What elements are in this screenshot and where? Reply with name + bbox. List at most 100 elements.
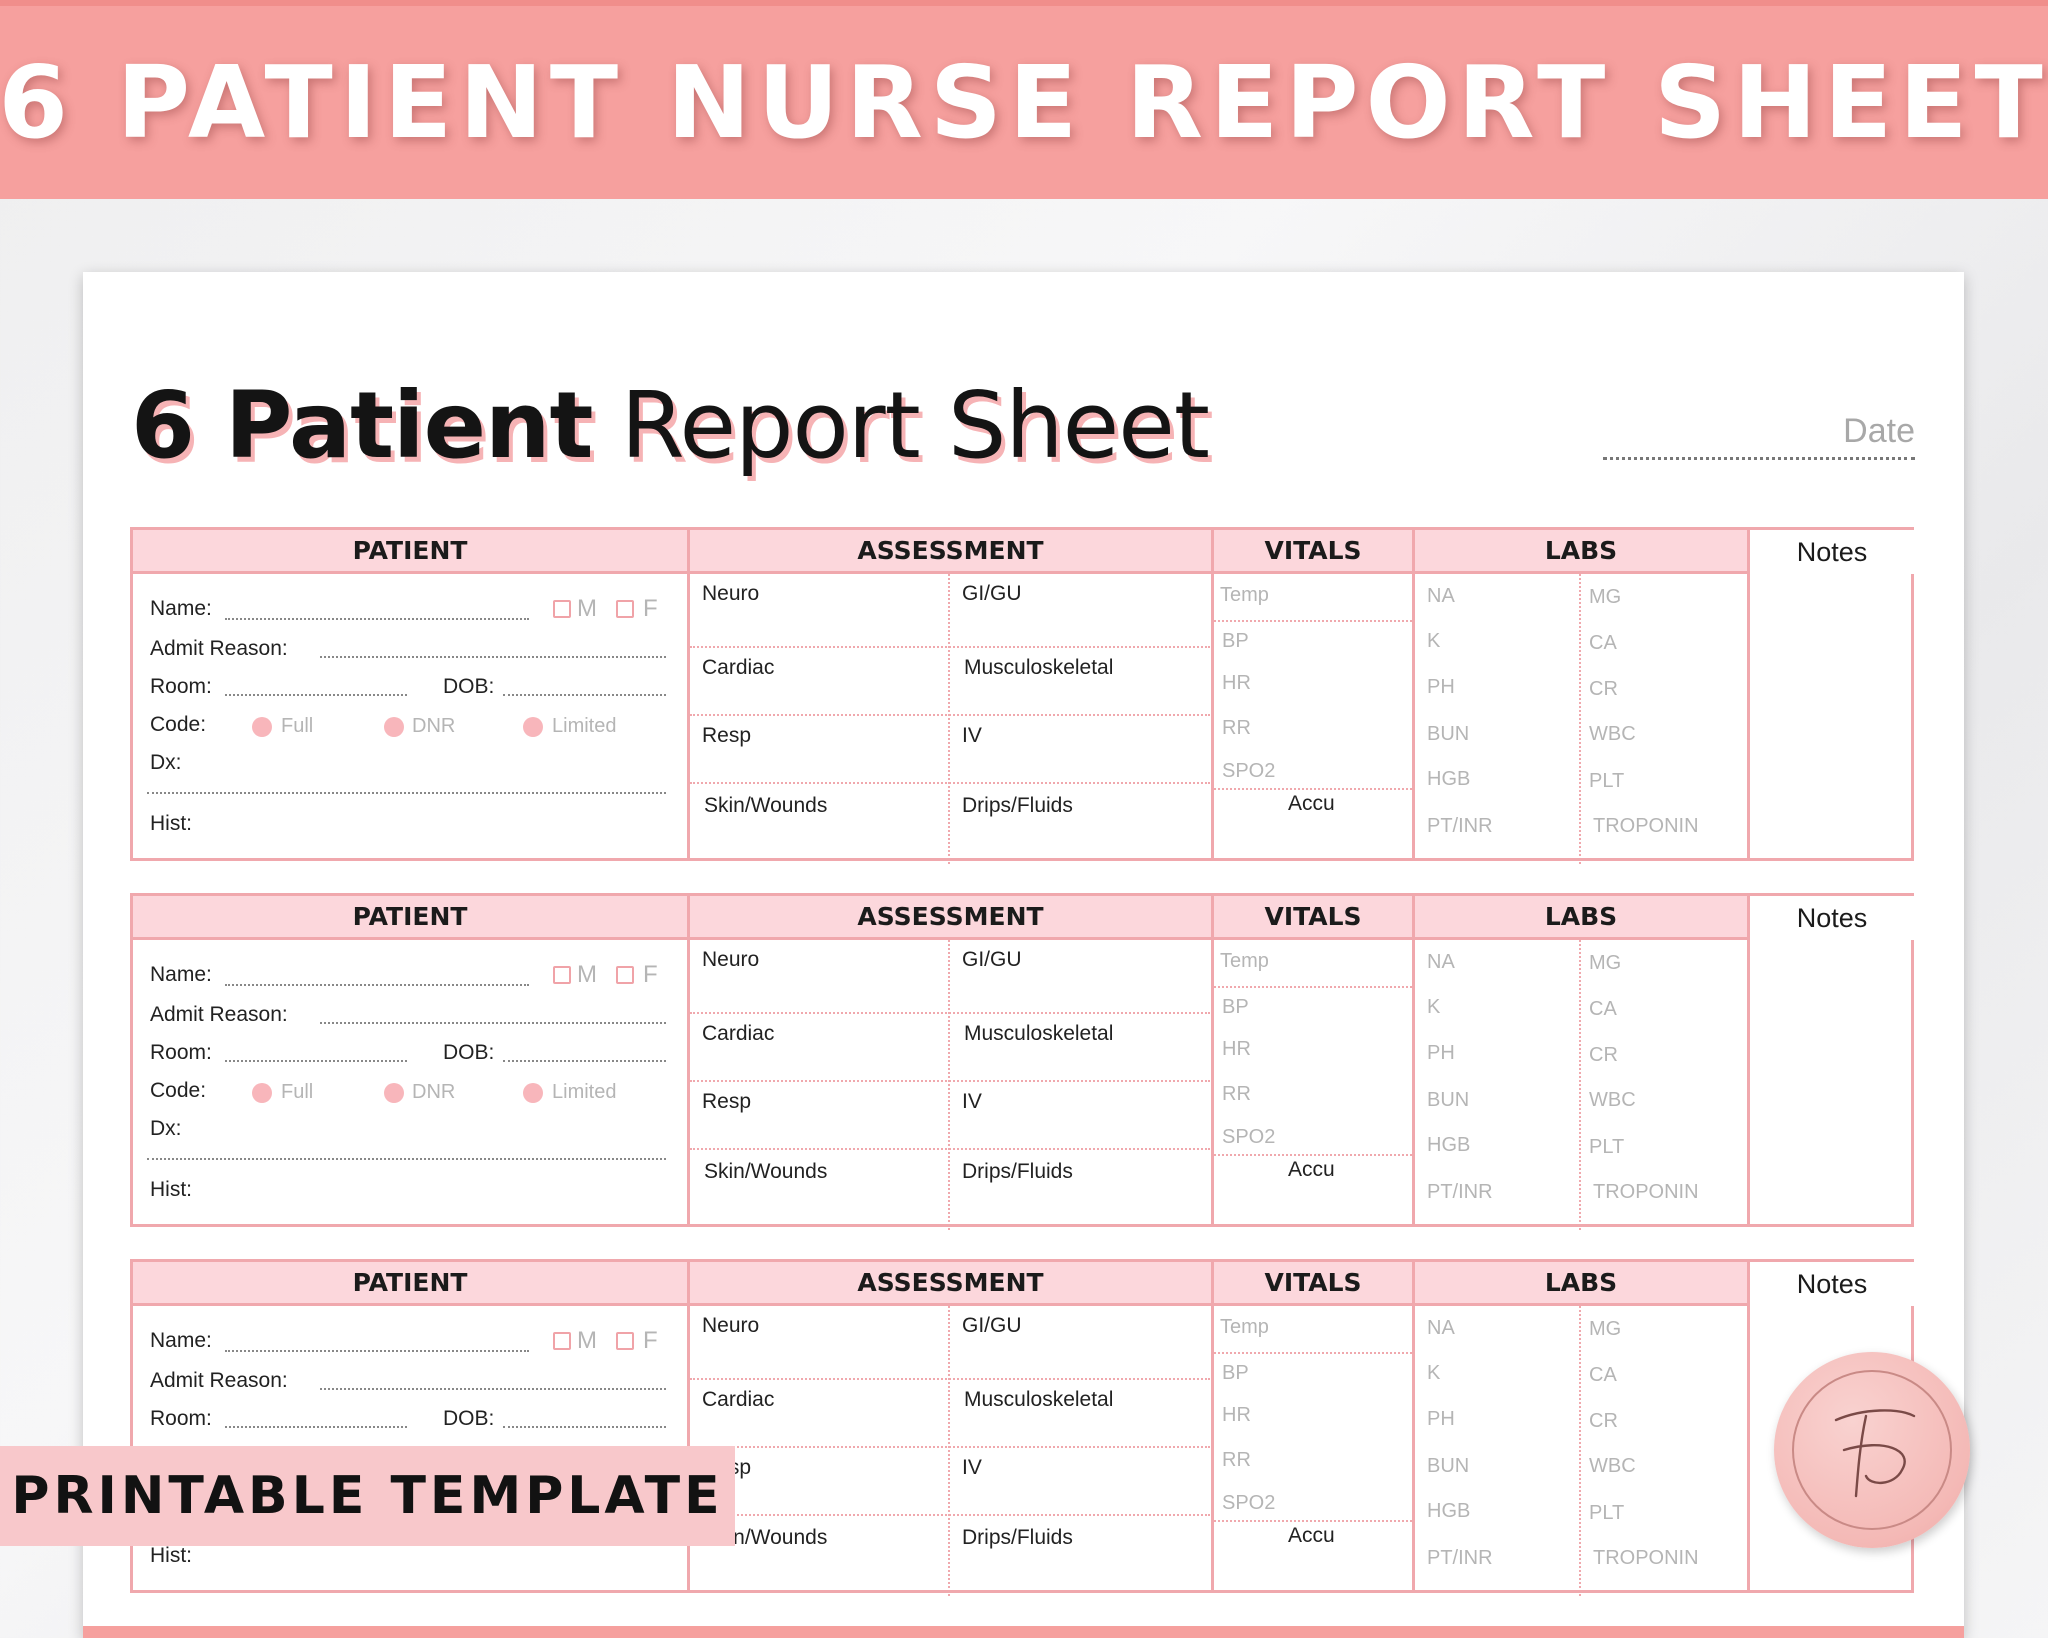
code-label: Code:	[150, 1079, 207, 1102]
title-regular: Report Sheet	[620, 372, 1210, 479]
title-bold: 6 Patient	[131, 372, 593, 479]
assessment-header: ASSESSMENT	[690, 896, 1211, 940]
room-label: Room:	[150, 1407, 212, 1430]
vitals-divider	[1214, 1520, 1412, 1522]
lab-plt: PLT	[1589, 1136, 1625, 1158]
vital-spo2: SPO2	[1222, 1126, 1276, 1148]
brand-seal-logo	[1774, 1352, 1970, 1548]
dx-label: Dx:	[150, 751, 182, 774]
dx-line[interactable]	[147, 1158, 666, 1160]
code-label: Code:	[150, 713, 207, 736]
drips-fluids-label: Drips/Fluids	[962, 794, 1073, 817]
code-dnr-radio[interactable]	[384, 717, 404, 737]
notes-column[interactable]: Notes	[1747, 530, 1914, 858]
lab-pt-inr: PT/INR	[1427, 815, 1493, 837]
lab-ca: CA	[1589, 1364, 1617, 1386]
female-checkbox[interactable]	[616, 966, 634, 984]
musculoskeletal-label: Musculoskeletal	[964, 1388, 1114, 1411]
room-line[interactable]	[225, 1426, 407, 1428]
vital-temp: Temp	[1220, 950, 1269, 972]
vital-rr: RR	[1222, 717, 1251, 739]
dx-line[interactable]	[147, 792, 666, 794]
lab-na: NA	[1427, 1317, 1455, 1339]
room-line[interactable]	[225, 1060, 407, 1062]
lab-pt-inr: PT/INR	[1427, 1181, 1493, 1203]
code-full-radio[interactable]	[252, 717, 272, 737]
dob-line[interactable]	[503, 1426, 666, 1428]
labs-vdivider	[1579, 1306, 1581, 1596]
code-full-radio[interactable]	[252, 1083, 272, 1103]
gigu-label: GI/GU	[962, 948, 1022, 971]
name-line[interactable]	[225, 1350, 529, 1352]
assessment-divider	[690, 1514, 1210, 1516]
hist-label: Hist:	[150, 1544, 192, 1567]
dob-label: DOB:	[443, 1041, 495, 1064]
labs-header: LABS	[1415, 896, 1747, 940]
lab-wbc: WBC	[1589, 1089, 1636, 1111]
labs-header: LABS	[1415, 530, 1747, 574]
admit-reason-line[interactable]	[320, 1022, 666, 1024]
vitals-divider	[1214, 986, 1412, 988]
vitals-header: VITALS	[1214, 1262, 1412, 1306]
vitals-header: VITALS	[1214, 896, 1412, 940]
lab-wbc: WBC	[1589, 723, 1636, 745]
male-label: M	[577, 595, 597, 622]
room-label: Room:	[150, 675, 212, 698]
name-label: Name:	[150, 597, 212, 620]
room-label: Room:	[150, 1041, 212, 1064]
assessment-vdivider	[948, 940, 950, 1230]
vital-accu: Accu	[1288, 1158, 1335, 1181]
assessment-divider	[690, 1378, 1210, 1380]
lab-k: K	[1427, 1362, 1441, 1384]
assessment-divider	[690, 714, 1210, 716]
lab-ca: CA	[1589, 632, 1617, 654]
code-dnr-label: DNR	[412, 1081, 456, 1103]
skin-wounds-label: Skin/Wounds	[704, 794, 828, 817]
printable-template-label: PRINTABLE TEMPLATE	[0, 1446, 735, 1546]
labs-header: LABS	[1415, 1262, 1747, 1306]
patient-header: PATIENT	[133, 530, 687, 574]
assessment-divider	[690, 1148, 1210, 1150]
lab-mg: MG	[1589, 1318, 1622, 1340]
room-line[interactable]	[225, 694, 407, 696]
lab-ph: PH	[1427, 1408, 1455, 1430]
cardiac-label: Cardiac	[702, 1022, 775, 1045]
female-checkbox[interactable]	[616, 1332, 634, 1350]
male-checkbox[interactable]	[553, 966, 571, 984]
dob-line[interactable]	[503, 1060, 666, 1062]
name-line[interactable]	[225, 618, 529, 620]
vitals-divider	[1214, 788, 1412, 790]
code-limited-radio[interactable]	[523, 1083, 543, 1103]
code-limited-radio[interactable]	[523, 717, 543, 737]
name-label: Name:	[150, 1329, 212, 1352]
iv-label: IV	[962, 1456, 982, 1479]
lab-cr: CR	[1589, 1410, 1618, 1432]
vital-spo2: SPO2	[1222, 1492, 1276, 1514]
neuro-label: Neuro	[702, 582, 760, 605]
code-dnr-radio[interactable]	[384, 1083, 404, 1103]
bottom-strip	[83, 1626, 1964, 1638]
dob-line[interactable]	[503, 694, 666, 696]
vital-bp: BP	[1222, 1362, 1249, 1384]
lab-hgb: HGB	[1427, 768, 1471, 790]
lab-na: NA	[1427, 951, 1455, 973]
assessment-header: ASSESSMENT	[690, 530, 1211, 574]
date-field[interactable]: Date	[1603, 412, 1915, 460]
patient-block: PATIENT Name: M F Admit Reason: Room: DO…	[130, 527, 1914, 864]
dob-label: DOB:	[443, 1407, 495, 1430]
musculoskeletal-label: Musculoskeletal	[964, 656, 1114, 679]
female-checkbox[interactable]	[616, 600, 634, 618]
lab-troponin: TROPONIN	[1593, 1547, 1699, 1569]
seal-ring	[1792, 1370, 1952, 1530]
male-checkbox[interactable]	[553, 600, 571, 618]
admit-reason-line[interactable]	[320, 656, 666, 658]
vital-rr: RR	[1222, 1449, 1251, 1471]
notes-column[interactable]: Notes	[1747, 896, 1914, 1224]
notes-column[interactable]: Notes	[1747, 1262, 1914, 1590]
notes-header: Notes	[1750, 530, 1914, 574]
name-line[interactable]	[225, 984, 529, 986]
admit-reason-line[interactable]	[320, 1388, 666, 1390]
lab-troponin: TROPONIN	[1593, 1181, 1699, 1203]
iv-label: IV	[962, 724, 982, 747]
male-checkbox[interactable]	[553, 1332, 571, 1350]
